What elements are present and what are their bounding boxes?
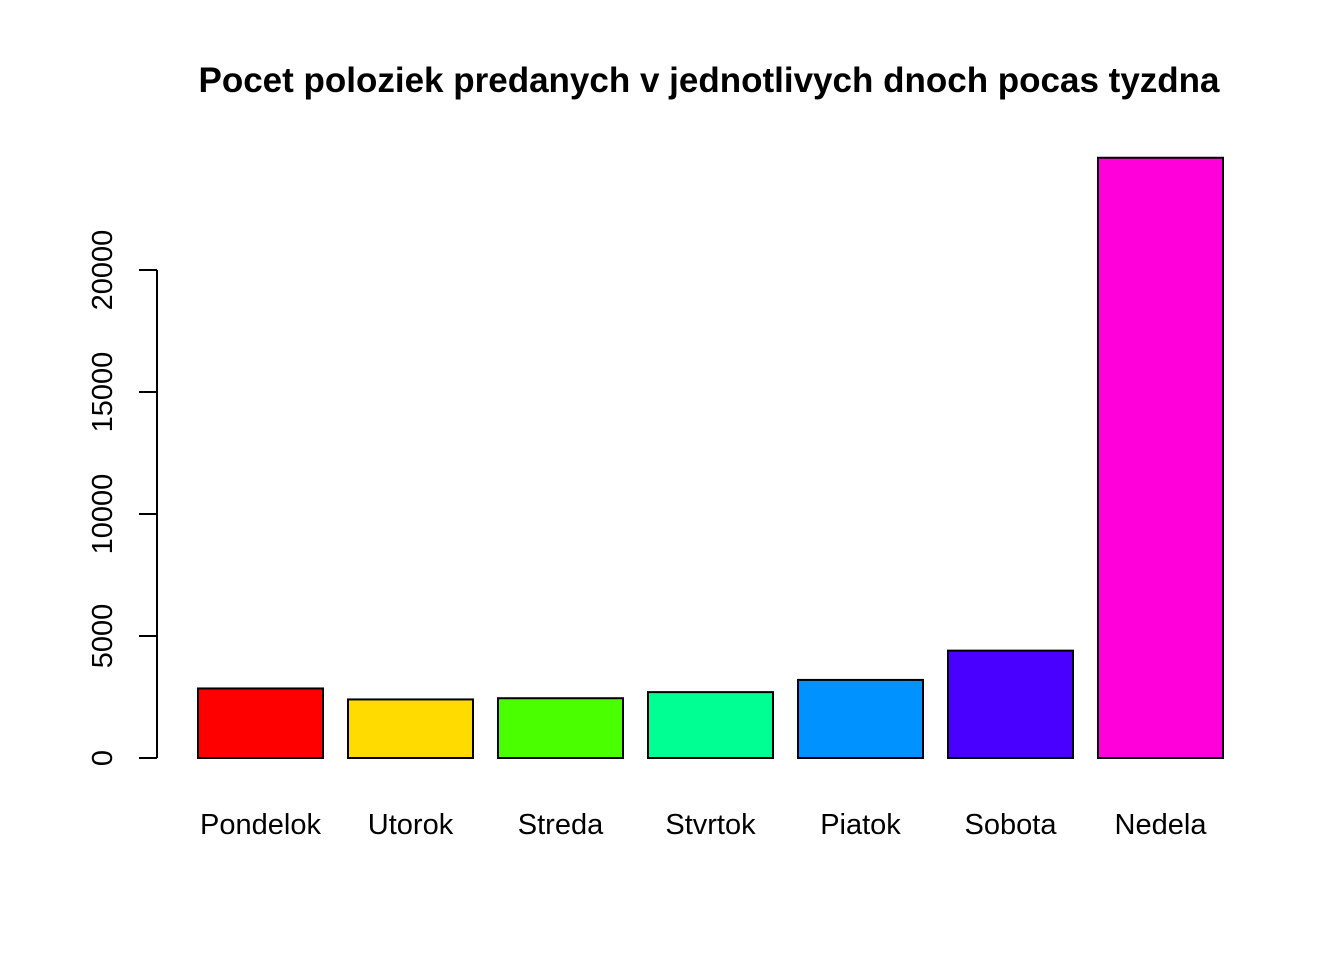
x-category-label: Pondelok: [200, 809, 321, 841]
bar-stvrtok: [647, 691, 774, 759]
chart-title: Pocet poloziek predanych v jednotlivych …: [198, 61, 1220, 100]
x-category-label: Sobota: [965, 809, 1058, 841]
x-category-label: Streda: [518, 809, 604, 841]
y-tick-label: 15000: [87, 352, 119, 433]
x-category-label: Nedela: [1115, 809, 1208, 841]
x-category-label: Piatok: [820, 809, 901, 841]
bar-pondelok: [197, 687, 324, 760]
y-tick-label: 10000: [87, 474, 119, 555]
bars-group: [197, 156, 1224, 760]
x-axis-labels: Pondelok Utorok Streda Stvrtok Piatok Sobota N…: [200, 809, 1207, 841]
y-tick-label: 20000: [87, 230, 119, 311]
bar-streda: [497, 697, 624, 759]
y-axis: 0 5000 10000 15000 20000: [87, 230, 158, 766]
y-tick-label: 0: [87, 750, 119, 766]
bar-utorok: [347, 698, 474, 760]
y-tick-label: 5000: [87, 604, 119, 669]
x-category-label: Utorok: [368, 809, 454, 841]
x-category-label: Stvrtok: [665, 809, 756, 841]
bar-sobota: [947, 649, 1074, 760]
bar-nedela: [1097, 156, 1224, 759]
bar-piatok: [797, 678, 924, 759]
